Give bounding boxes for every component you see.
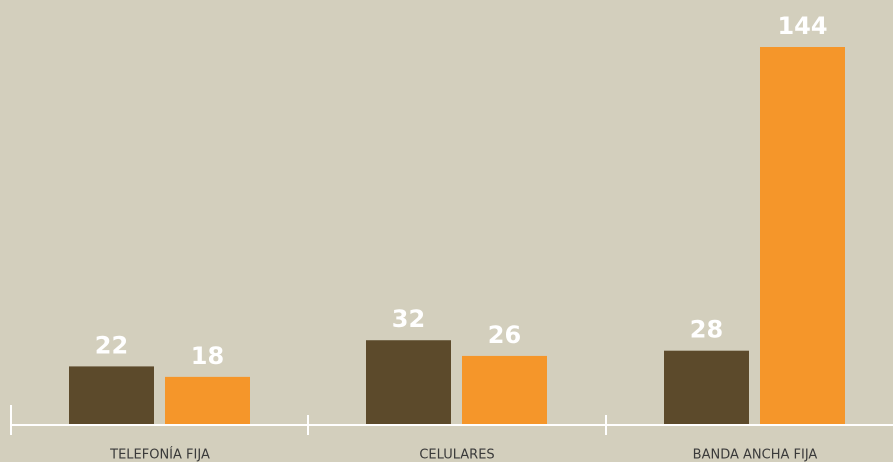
data-label: 32 xyxy=(392,305,425,333)
data-label: 26 xyxy=(488,321,521,349)
data-label: 28 xyxy=(690,316,723,344)
bar xyxy=(664,350,749,424)
data-label: 18 xyxy=(191,342,224,370)
bar xyxy=(366,340,451,424)
bar xyxy=(165,376,250,424)
x-tick-label: TELEFONÍA FIJA xyxy=(109,447,210,462)
data-label: 144 xyxy=(777,12,827,40)
x-tick-label: CELULARES xyxy=(419,448,494,462)
data-label: 22 xyxy=(95,331,128,359)
bar xyxy=(69,366,154,424)
bar xyxy=(462,355,547,424)
bar xyxy=(760,47,845,424)
x-tick-label: BANDA ANCHA FIJA xyxy=(693,448,818,462)
